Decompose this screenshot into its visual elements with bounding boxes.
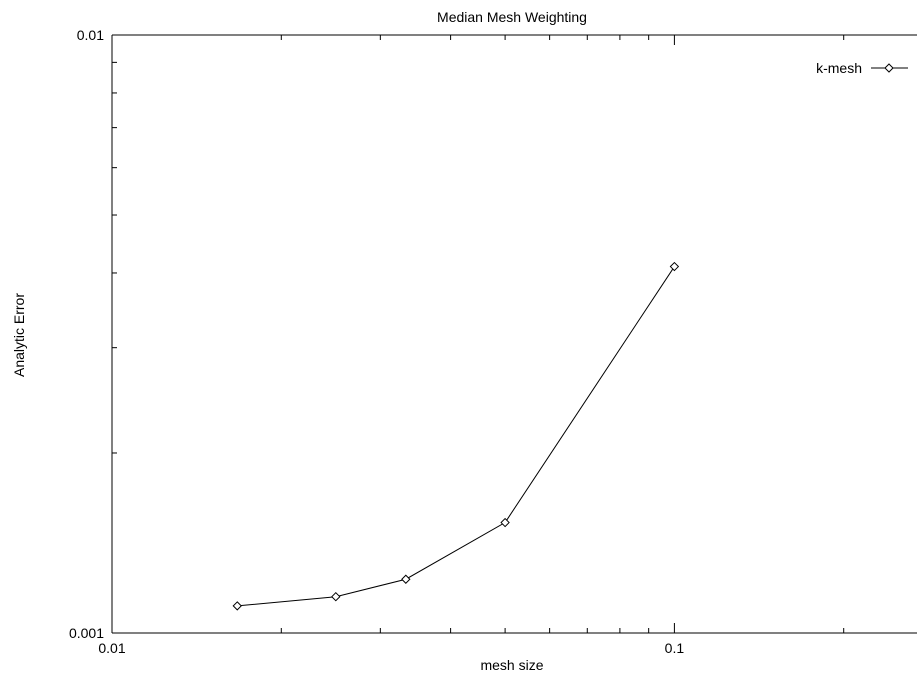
y-axis-label: Analytic Error (11, 293, 27, 377)
data-point (331, 591, 341, 602)
x-tick-label: 0.1 (665, 640, 685, 656)
y-tick-label: 0.01 (77, 27, 104, 43)
x-tick-label: 0.01 (98, 640, 125, 656)
data-point (232, 601, 242, 611)
y-tick-label: 0.001 (69, 625, 104, 641)
x-axis-label: mesh size (480, 657, 543, 673)
data-point (500, 517, 510, 528)
data-point (401, 574, 411, 584)
legend-marker (884, 63, 894, 73)
data-point (669, 261, 680, 272)
legend: k-mesh (816, 60, 908, 76)
series-layer (232, 261, 680, 611)
series-line (237, 266, 675, 607)
legend-label: k-mesh (816, 60, 862, 76)
chart-title: Median Mesh Weighting (437, 9, 587, 25)
